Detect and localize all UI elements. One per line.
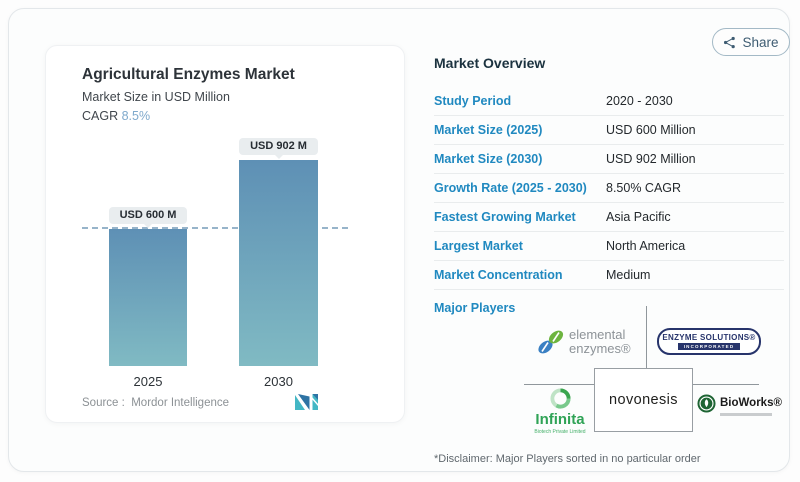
enzyme-solutions-incorporated: INCORPORATED — [678, 343, 740, 350]
overview-table: Study Period 2020 - 2030 Market Size (20… — [434, 87, 784, 290]
row-label: Largest Market — [434, 239, 523, 253]
bar-2030 — [239, 160, 318, 366]
row-value: 8.50% CAGR — [606, 181, 682, 195]
row-value: 2020 - 2030 — [606, 94, 673, 108]
bioworks-icon — [697, 394, 716, 413]
table-row: Growth Rate (2025 - 2030) 8.50% CAGR — [434, 174, 784, 203]
cagr-value: 8.5% — [121, 109, 151, 123]
infinita-icon — [549, 388, 571, 409]
disclaimer-text: *Disclaimer: Major Players sorted in no … — [434, 453, 701, 465]
bioworks-logo: BioWorks® — [697, 394, 782, 413]
row-label: Study Period — [434, 94, 512, 108]
table-row: Study Period 2020 - 2030 — [434, 87, 784, 116]
infinita-subtitle: Biotech Private Limited — [534, 429, 586, 435]
row-label: Market Concentration — [434, 268, 563, 282]
reference-dashed-line — [82, 227, 348, 229]
infinita-wordmark: Infinita — [535, 411, 585, 428]
connector-line-left — [524, 384, 594, 385]
bioworks-wordmark: BioWorks® — [720, 397, 782, 409]
row-label: Market Size (2025) — [434, 123, 543, 137]
source-name: Mordor Intelligence — [131, 397, 230, 409]
bar-value-label-2030: USD 902 M — [239, 138, 318, 159]
chart-title: Agricultural Enzymes Market — [82, 66, 295, 83]
row-value: North America — [606, 239, 686, 253]
x-axis-label-2030: 2030 — [264, 374, 293, 389]
connector-line-right — [693, 384, 759, 385]
source-line: Source : Mordor Intelligence — [82, 397, 229, 409]
table-row: Market Size (2025) USD 600 Million — [434, 116, 784, 145]
row-label: Market Size (2030) — [434, 152, 543, 166]
x-axis-label-2025: 2025 — [133, 374, 163, 389]
report-card: Agricultural Enzymes Market Market Size … — [8, 8, 790, 472]
bioworks-tagline — [720, 413, 772, 416]
connector-line-vertical — [646, 306, 647, 368]
share-button[interactable]: Share — [712, 28, 790, 56]
table-row: Largest Market North America — [434, 232, 784, 261]
cagr-label: CAGR — [82, 109, 119, 123]
elemental-enzymes-logo: elemental enzymes® — [536, 327, 631, 357]
row-value: Medium — [606, 268, 651, 282]
elemental-enzymes-wordmark: elemental enzymes® — [569, 326, 631, 356]
elemental-enzymes-icon — [538, 330, 564, 354]
row-value: Asia Pacific — [606, 210, 671, 224]
row-value: USD 902 Million — [606, 152, 696, 166]
cagr-line: CAGR 8.5% — [82, 109, 150, 123]
mordor-intelligence-logo-icon — [295, 394, 320, 410]
novonesis-wordmark: novonesis — [609, 392, 678, 408]
row-value: USD 600 Million — [606, 123, 696, 137]
table-row: Fastest Growing Market Asia Pacific — [434, 203, 784, 232]
table-row: Market Size (2030) USD 902 Million — [434, 145, 784, 174]
chart-panel: Agricultural Enzymes Market Market Size … — [45, 45, 405, 423]
chart-subtitle: Market Size in USD Million — [82, 90, 230, 104]
infinita-logo: Infinita Biotech Private Limited — [525, 388, 595, 435]
bar-2025 — [109, 229, 187, 366]
major-players-label: Major Players — [434, 301, 516, 315]
share-button-label: Share — [742, 34, 779, 50]
overview-title: Market Overview — [434, 55, 546, 71]
row-label: Fastest Growing Market — [434, 210, 576, 224]
row-label: Growth Rate (2025 - 2030) — [434, 181, 587, 195]
table-row: Market Concentration Medium — [434, 261, 784, 290]
novonesis-logo: novonesis — [594, 368, 693, 432]
bar-value-label-2025: USD 600 M — [109, 207, 187, 228]
source-label: Source : — [82, 397, 125, 409]
share-icon — [724, 36, 736, 48]
enzyme-solutions-logo: ENZYME SOLUTIONS® INCORPORATED — [657, 328, 761, 355]
enzyme-solutions-wordmark: ENZYME SOLUTIONS® — [662, 333, 756, 342]
